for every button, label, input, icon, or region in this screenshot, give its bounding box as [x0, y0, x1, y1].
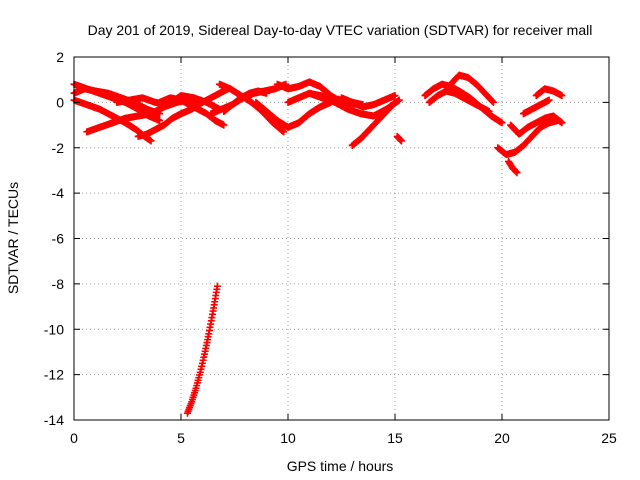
arc-t-point: [489, 98, 497, 106]
series-arc-o: [338, 92, 399, 111]
arc-i-point: [280, 128, 288, 136]
x-tick-label: 0: [70, 430, 78, 446]
series-arc-s: [425, 87, 493, 115]
series-arc-x: [532, 85, 566, 100]
y-tick-label: -10: [44, 321, 64, 337]
series-arc-u: [494, 117, 562, 159]
arc-o-point: [391, 92, 399, 100]
x-axis-label: GPS time / hours: [287, 458, 394, 474]
arc-x-point: [558, 92, 566, 100]
x-tick-label: 5: [177, 430, 185, 446]
data-series: [70, 71, 566, 417]
y-tick-label: -4: [52, 185, 65, 201]
series-arc-g: [156, 94, 228, 129]
x-tick-label: 15: [387, 430, 403, 446]
arc-s-point: [485, 107, 493, 115]
arc-g-point: [220, 121, 228, 129]
series-arc-e: [113, 92, 224, 113]
series-arc-p: [348, 98, 399, 149]
chart-title: Day 201 of 2019, Sidereal Day-to-day VTE…: [88, 22, 593, 38]
arc-n-point: [395, 96, 403, 104]
x-tick-label: 20: [494, 430, 510, 446]
y-tick-label: -8: [52, 276, 65, 292]
arc-y-point: [545, 96, 553, 104]
series-arc-n: [305, 89, 403, 120]
series-arc-j: [220, 87, 271, 115]
arc-j-point: [263, 89, 271, 97]
arc-w-point: [512, 168, 520, 176]
x-tick-label: 10: [280, 430, 296, 446]
y-tick-label: 2: [56, 49, 64, 65]
arc-v-point: [558, 119, 566, 127]
y-tick-label: 0: [56, 94, 64, 110]
series-arc-z: [183, 282, 221, 417]
arc-c-point: [147, 137, 155, 145]
y-tick-label: -6: [52, 231, 65, 247]
x-tick-label: 25: [601, 430, 617, 446]
y-tick-label: -14: [44, 412, 64, 428]
series-arc-v: [507, 112, 566, 138]
series-arc-y: [519, 96, 553, 118]
arc-r-point: [498, 119, 506, 127]
series-arc-t: [447, 71, 497, 106]
arc-z-point: [213, 282, 221, 290]
arc-w-point: [513, 169, 521, 177]
series-arc-w: [504, 157, 521, 177]
y-axis-label: SDTVAR / TECUs: [5, 182, 21, 294]
axis-ticks: 0 5 10 15 20 25 -14 -12 -10 -8 -6 -4 -2 0 2: [44, 49, 617, 446]
y-tick-label: -2: [52, 140, 65, 156]
arc-p-point: [391, 98, 399, 106]
arc-a-point: [156, 117, 164, 125]
series-arc-q: [393, 132, 405, 145]
arc-q-point: [397, 137, 405, 145]
y-tick-label: -12: [44, 367, 64, 383]
